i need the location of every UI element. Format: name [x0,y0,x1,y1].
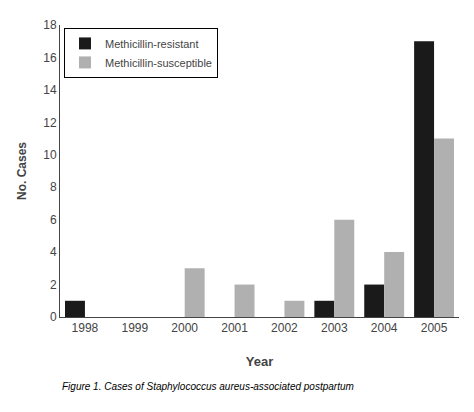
svg-text:4: 4 [50,245,57,259]
svg-text:14: 14 [43,83,57,97]
svg-text:No. Cases: No. Cases [15,142,29,200]
svg-text:Year: Year [246,354,273,369]
svg-text:8: 8 [50,180,57,194]
svg-text:12: 12 [43,116,57,130]
svg-text:2000: 2000 [171,321,198,335]
svg-text:16: 16 [43,51,57,65]
svg-text:2003: 2003 [321,321,348,335]
svg-text:18: 18 [43,18,57,32]
svg-text:2004: 2004 [371,321,398,335]
svg-text:10: 10 [43,148,57,162]
svg-text:Methicillin-susceptible: Methicillin-susceptible [105,57,212,69]
svg-text:2: 2 [50,278,57,292]
svg-text:Methicillin-resistant: Methicillin-resistant [105,38,199,50]
svg-text:1998: 1998 [72,321,99,335]
svg-text:0: 0 [50,310,57,324]
svg-text:6: 6 [50,213,57,227]
svg-text:Figure 1. Cases of Staphylococ: Figure 1. Cases of Staphylococcus aureus… [62,381,354,392]
svg-text:1999: 1999 [121,321,148,335]
svg-text:2005: 2005 [421,321,448,335]
svg-text:2002: 2002 [271,321,298,335]
svg-text:2001: 2001 [221,321,248,335]
